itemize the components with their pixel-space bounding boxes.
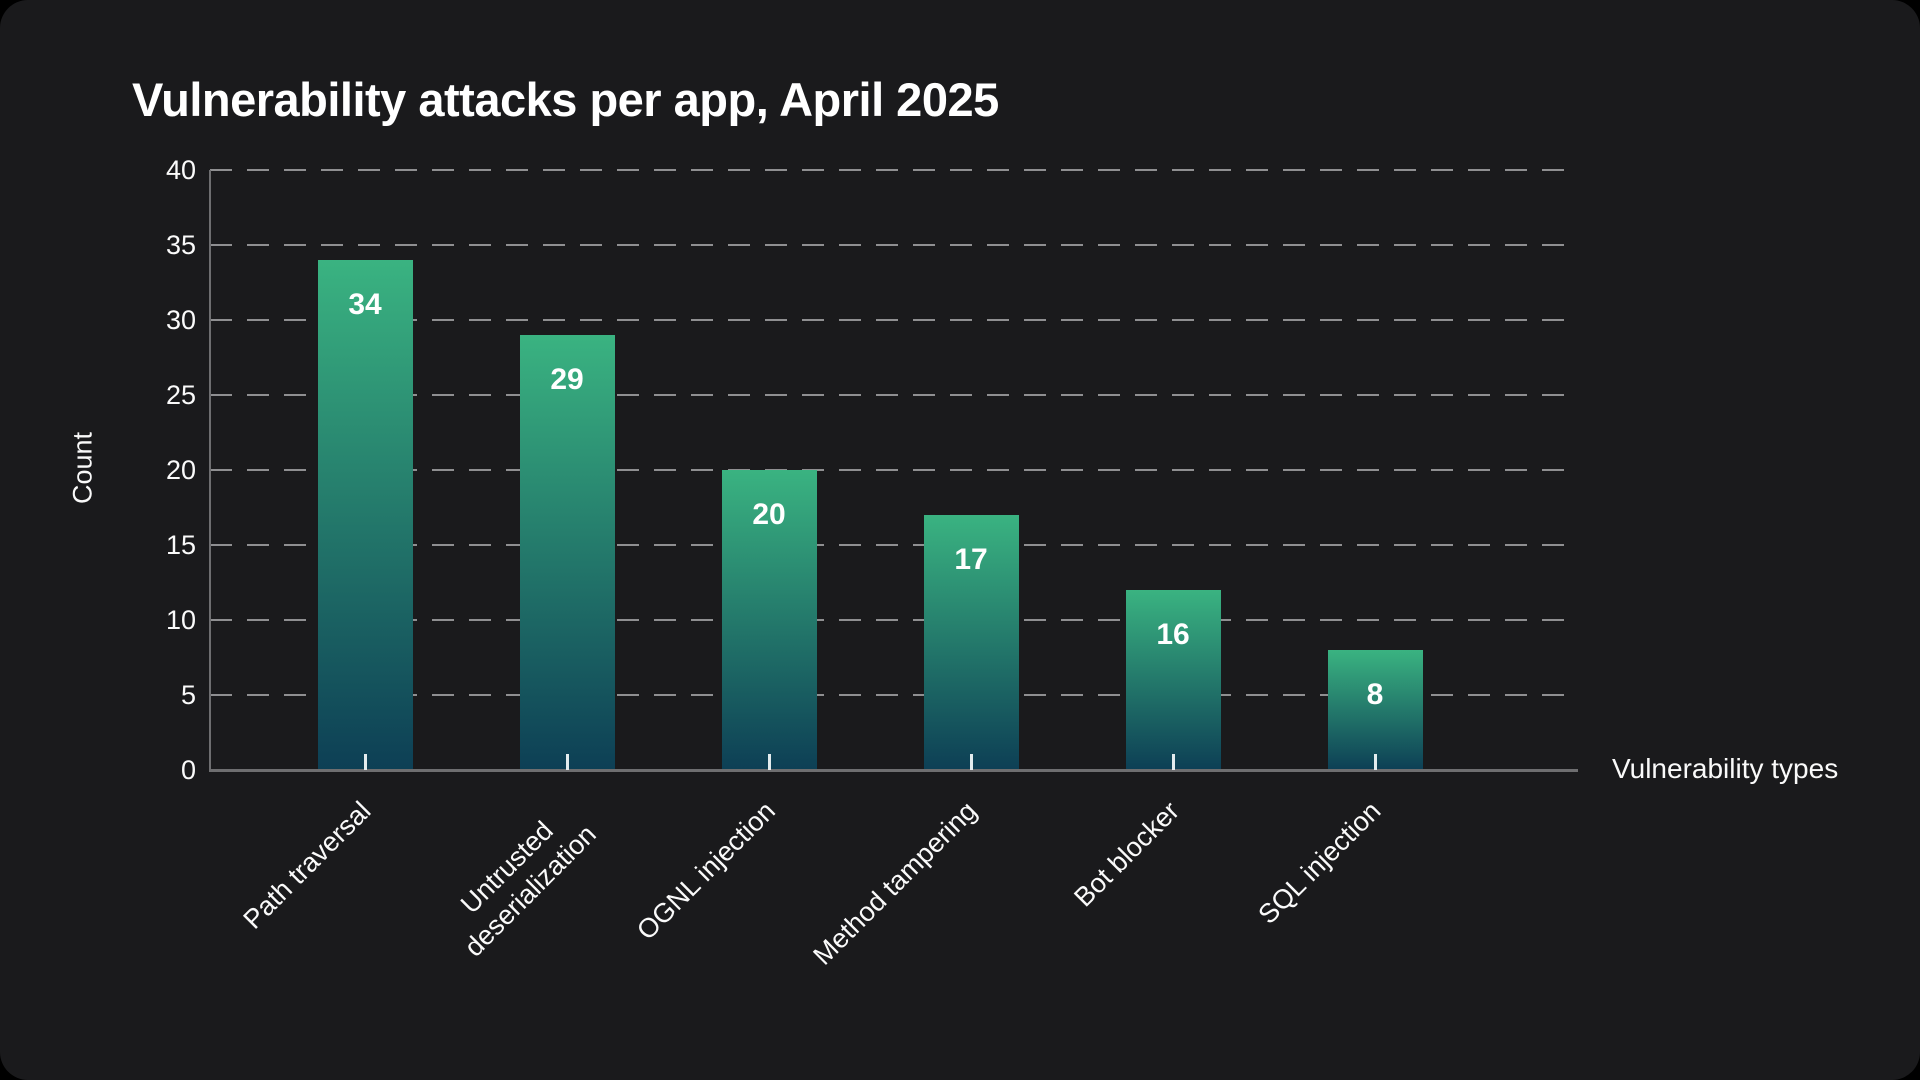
gridline-25: [210, 394, 1578, 396]
x-tick-mark-sql-injection: [1373, 754, 1377, 770]
bar-value-label-bot-blocker: 16: [1156, 618, 1190, 651]
x-tick-mark-method-tampering: [969, 754, 973, 770]
x-axis-title: Vulnerability types: [1612, 753, 1839, 784]
y-tick-label-0: 0: [180, 755, 196, 785]
x-category-label-ognl-injection: OGNL injection: [630, 795, 781, 946]
y-tick-label-5: 5: [180, 680, 196, 710]
bar-value-label-untrusted-deserialization: 29: [550, 363, 584, 396]
gridline-20: [210, 469, 1578, 471]
y-tick-label-25: 25: [165, 380, 196, 410]
gridline-40: [210, 169, 1578, 171]
bar-value-label-ognl-injection: 20: [752, 498, 786, 531]
gridline-35: [210, 244, 1578, 246]
bar-sql-injection: 8: [1327, 650, 1423, 770]
bar-untrusted-deserialization: 29: [519, 335, 615, 770]
bar-ognl-injection: 20: [721, 470, 817, 770]
x-category-label-sql-injection: SQL injection: [1252, 795, 1387, 930]
chart-title: Vulnerability attacks per app, April 202…: [132, 73, 999, 126]
x-category-label-path-traversal: Path traversal: [237, 795, 377, 935]
bar-path-traversal: 34: [317, 260, 413, 770]
gridline-5: [210, 694, 1578, 696]
x-tick-mark-ognl-injection: [767, 754, 771, 770]
x-category-label-method-tampering: Method tampering: [807, 795, 983, 971]
x-tick-mark-untrusted-deserialization: [565, 754, 569, 770]
x-category-label-bot-blocker: Bot blocker: [1068, 795, 1185, 913]
y-tick-label-40: 40: [165, 155, 196, 185]
y-tick-label-10: 10: [165, 605, 196, 635]
x-category-label-untrusted-deserialization: Untrusted deserialization: [455, 815, 603, 963]
y-tick-label-35: 35: [165, 230, 196, 260]
gridline-30: [210, 319, 1578, 321]
bar-method-tampering: 17: [923, 515, 1019, 770]
y-tick-label-30: 30: [165, 305, 196, 335]
bar-bot-blocker: 16: [1125, 590, 1221, 770]
bar-value-label-path-traversal: 34: [348, 288, 382, 321]
gridline-15: [210, 544, 1578, 546]
bar-value-label-sql-injection: 8: [1366, 678, 1384, 711]
x-tick-mark-path-traversal: [363, 754, 367, 770]
x-tick-mark-bot-blocker: [1171, 754, 1175, 770]
gridline-10: [210, 619, 1578, 621]
y-tick-label-20: 20: [165, 455, 196, 485]
x-axis-line: [209, 769, 1578, 772]
y-axis-line: [209, 170, 211, 771]
y-tick-label-15: 15: [165, 530, 196, 560]
bar-value-label-method-tampering: 17: [954, 543, 988, 576]
